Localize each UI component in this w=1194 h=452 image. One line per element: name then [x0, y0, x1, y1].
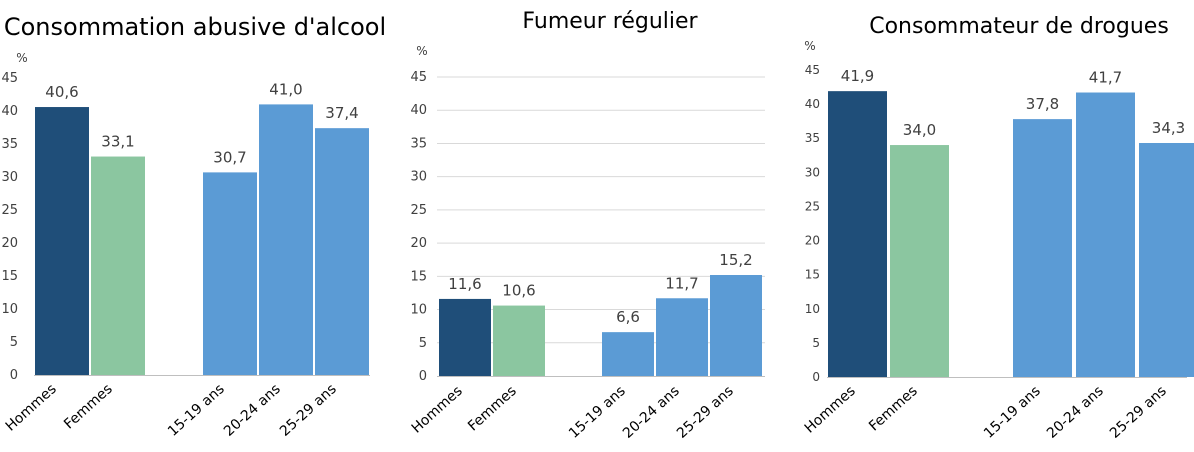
data-label: 15,2 — [719, 251, 752, 269]
y-tick-label: 0 — [10, 368, 18, 383]
data-label: 34,3 — [1152, 119, 1185, 137]
bar-15-19-ans — [602, 332, 654, 376]
bar-20-24-ans — [259, 104, 313, 376]
y-tick-label: 25 — [410, 203, 427, 218]
bar-15-19-ans — [203, 172, 257, 375]
x-category-label: 25-29 ans — [674, 383, 737, 442]
data-label: 11,7 — [665, 274, 698, 292]
bar-femmes — [91, 156, 145, 375]
data-label: 34,0 — [903, 121, 936, 139]
y-tick-label: 10 — [410, 303, 427, 318]
y-tick-label: 40 — [1, 104, 18, 119]
y-tick-label: 45 — [1, 71, 18, 86]
data-label: 40,6 — [45, 83, 78, 101]
bar-25-29-ans — [710, 275, 762, 376]
chart-title: Consommateur de drogues — [869, 14, 1169, 39]
chart-title: Fumeur régulier — [522, 9, 698, 34]
y-tick-label: 30 — [805, 165, 820, 179]
x-category-label: 15-19 ans — [566, 383, 629, 442]
y-tick-label: 30 — [410, 170, 427, 185]
data-label: 41,0 — [269, 80, 302, 98]
y-tick-label: 25 — [805, 199, 820, 213]
x-category-label: 20-24 ans — [221, 381, 284, 440]
y-tick-label: 0 — [812, 370, 820, 384]
y-tick-label: 35 — [410, 136, 427, 151]
x-category-label: Femmes — [866, 383, 921, 434]
bar-hommes — [439, 298, 491, 376]
x-category-label: Hommes — [802, 383, 859, 437]
y-tick-label: 20 — [410, 236, 427, 251]
y-tick-label: 40 — [410, 103, 427, 118]
data-label: 11,6 — [448, 275, 481, 293]
data-label: 41,9 — [841, 67, 874, 85]
y-tick-label: 15 — [805, 268, 820, 282]
y-tick-label: 5 — [10, 335, 18, 350]
x-category-label: Femmes — [465, 383, 520, 434]
bar-25-29-ans — [1139, 142, 1194, 377]
y-tick-label: 0 — [419, 369, 427, 384]
bar-hommes — [828, 91, 887, 377]
y-tick-label: 35 — [1, 137, 18, 152]
x-category-label: Hommes — [409, 383, 466, 437]
y-tick-label: 25 — [1, 203, 18, 218]
data-label: 37,8 — [1026, 95, 1059, 113]
y-axis-unit: % — [416, 44, 427, 58]
y-tick-label: 15 — [410, 269, 427, 284]
data-label: 37,4 — [325, 104, 358, 122]
y-tick-label: 40 — [805, 97, 820, 111]
y-tick-label: 30 — [1, 170, 18, 185]
bar-femmes — [890, 145, 949, 377]
y-tick-label: 20 — [805, 234, 820, 248]
y-tick-label: 45 — [410, 70, 427, 85]
x-category-label: 20-24 ans — [1044, 383, 1107, 442]
x-category-label: Femmes — [61, 381, 116, 432]
bar-15-19-ans — [1013, 119, 1072, 378]
y-axis-unit: % — [804, 39, 815, 53]
y-tick-label: 35 — [805, 131, 820, 145]
x-category-label: 20-24 ans — [620, 383, 683, 442]
chart-fumeur: Fumeur régulier% 0 5 10 15 20 25 30 35 40 45 11,6 Ho… — [409, 9, 765, 442]
chart-title: Consommation abusive d'alcool — [4, 13, 386, 41]
chart-alcool: Consommation abusive d'alcool% 0 5 10 15 20 25… — [1, 13, 386, 440]
x-category-label: 25-29 ans — [277, 381, 340, 440]
data-label: 30,7 — [213, 148, 246, 166]
x-category-label: 25-29 ans — [1107, 383, 1170, 442]
y-axis-unit: % — [16, 51, 27, 65]
x-category-label: 15-19 ans — [981, 383, 1044, 442]
y-tick-label: 10 — [805, 302, 820, 316]
data-label: 41,7 — [1089, 69, 1122, 87]
y-tick-label: 20 — [1, 236, 18, 251]
bar-hommes — [35, 107, 89, 375]
x-category-label: Hommes — [3, 381, 60, 435]
y-tick-label: 45 — [805, 63, 820, 77]
y-tick-label: 5 — [419, 336, 427, 351]
y-tick-label: 5 — [812, 336, 820, 350]
bar-femmes — [493, 305, 545, 376]
data-label: 6,6 — [616, 308, 640, 326]
bar-20-24-ans — [1076, 92, 1135, 377]
data-label: 33,1 — [101, 133, 134, 151]
data-label: 10,6 — [502, 282, 535, 300]
x-category-label: 15-19 ans — [165, 381, 228, 440]
chart-drogues: Consommateur de drogues% 0 5 10 15 20 25 30 35 40… — [802, 14, 1194, 442]
bar-20-24-ans — [656, 298, 708, 376]
y-tick-label: 15 — [1, 269, 18, 284]
bar-25-29-ans — [315, 128, 369, 375]
y-tick-label: 10 — [1, 302, 18, 317]
